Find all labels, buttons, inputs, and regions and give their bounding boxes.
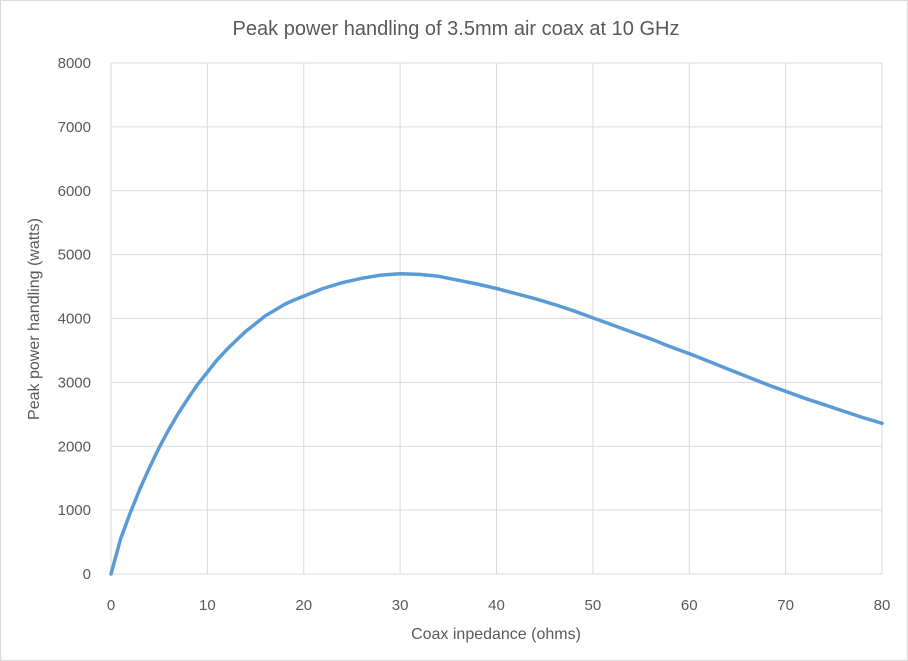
x-axis-ticks: 0 10 20 30 40 50 60 70 80 xyxy=(107,597,891,614)
y-tick-label: 1000 xyxy=(58,502,91,519)
y-tick-label: 8000 xyxy=(58,55,91,72)
y-tick-label: 4000 xyxy=(58,311,91,328)
y-tick-label: 5000 xyxy=(58,247,91,264)
x-tick-label: 10 xyxy=(199,597,216,614)
series-layer xyxy=(109,272,884,576)
y-tick-label: 7000 xyxy=(58,119,91,136)
gridlines xyxy=(110,62,883,575)
x-tick-label: 0 xyxy=(107,597,115,614)
y-tick-label: 6000 xyxy=(58,183,91,200)
y-axis-label: Peak power handling (watts) xyxy=(26,218,43,420)
x-axis-label: Coax inpedance (ohms) xyxy=(411,626,581,643)
y-axis-ticks: 0 1000 2000 3000 4000 5000 6000 7000 8000 xyxy=(58,55,91,583)
x-tick-label: 70 xyxy=(777,597,794,614)
x-tick-label: 20 xyxy=(295,597,312,614)
chart-title: Peak power handling of 3.5mm air coax at… xyxy=(233,18,680,40)
y-tick-label: 2000 xyxy=(58,438,91,455)
x-tick-label: 60 xyxy=(681,597,698,614)
x-tick-label: 80 xyxy=(874,597,891,614)
x-tick-label: 50 xyxy=(585,597,602,614)
x-tick-label: 40 xyxy=(488,597,505,614)
y-tick-label: 3000 xyxy=(58,374,91,391)
series-line xyxy=(109,272,884,576)
y-tick-label: 0 xyxy=(83,566,91,583)
x-tick-label: 30 xyxy=(392,597,409,614)
